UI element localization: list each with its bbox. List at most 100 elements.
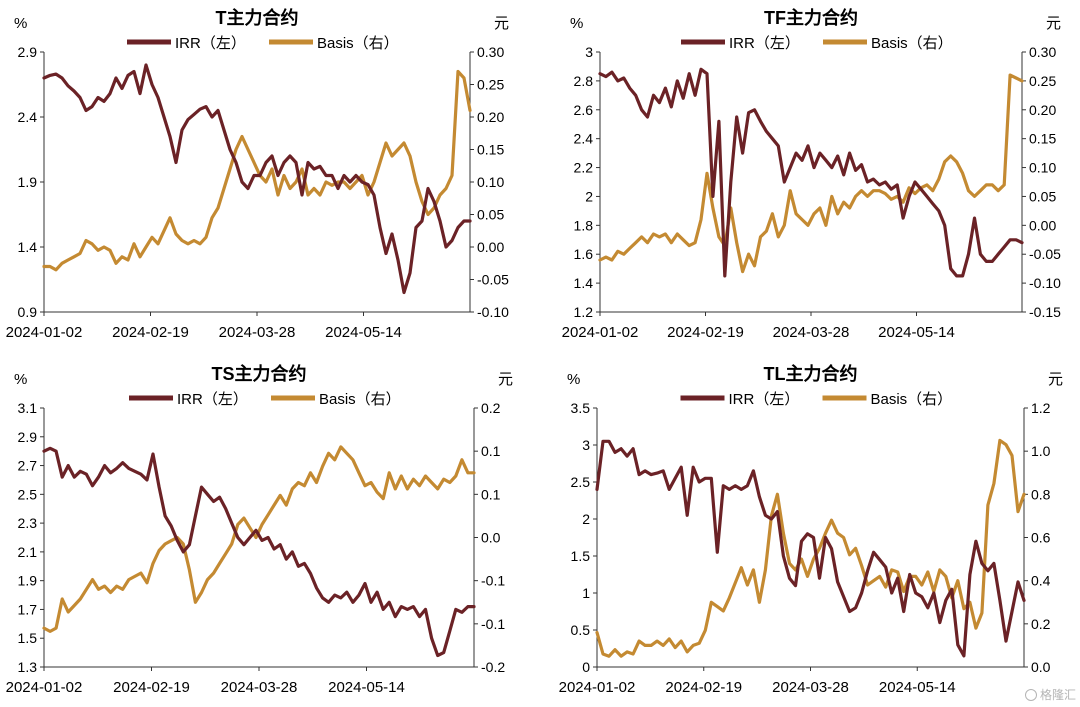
- chart0-right-tick-label: 0.00: [477, 239, 504, 255]
- chart2-right-tick-label: 0.2: [481, 400, 501, 416]
- chart2-x-tick-label: 2024-02-19: [113, 679, 190, 696]
- chart2-right-tick-label: -0.1: [481, 573, 505, 589]
- chart0-right-tick-label: 0.25: [477, 77, 504, 93]
- chart3-right-tick-label: 0.4: [1031, 573, 1051, 589]
- chart2-series-basis-line: [42, 445, 476, 634]
- chart1-right-tick-label: 0.25: [1029, 73, 1056, 89]
- chart2-right-tick-label: 0.1: [481, 486, 501, 502]
- chart2-series-irr-line: [42, 446, 476, 658]
- chart3-right-tick-label: 0.2: [1031, 616, 1051, 632]
- chart3-right-tick-label: 1.0: [1031, 443, 1051, 459]
- chart1-left-tick-label: 3: [585, 44, 593, 60]
- chart0-legend-label-basis: Basis（右）: [317, 35, 399, 52]
- watermark-logo-icon: [1024, 689, 1037, 701]
- chart3-left-tick-label: 2.5: [571, 474, 591, 490]
- chart3-left-tick-label: 1.5: [571, 548, 591, 564]
- chart3-left-tick-label: 3: [582, 437, 590, 453]
- chart0-series-basis-line: [42, 69, 472, 272]
- chart3-legend-label-irr: IRR（左）: [729, 391, 800, 408]
- chart3-left-tick-label: 0.5: [571, 622, 591, 638]
- chart0-title: T主力合约: [216, 7, 299, 28]
- chart3-right-tick-label: 0.8: [1031, 486, 1051, 502]
- chart3-x-tick-label: 2024-05-14: [879, 679, 956, 696]
- chart2-right-tick-label: 0.1: [481, 443, 501, 459]
- chart1-x-tick-label: 2024-02-19: [667, 324, 744, 341]
- chart1-right-tick-label: -0.15: [1029, 304, 1061, 320]
- chart1-left-tick-label: 1.8: [574, 217, 594, 233]
- chart2-left-tick-label: 3.1: [18, 400, 38, 416]
- chart1-right-tick-label: -0.05: [1029, 246, 1061, 262]
- chart0-x-tick-label: 2024-02-19: [112, 324, 189, 341]
- chart3-x-tick-label: 2024-02-19: [665, 679, 742, 696]
- chart3-left-tick-label: 3.5: [571, 400, 591, 416]
- chart0-series-irr-line: [42, 63, 472, 295]
- chart0-left-tick-label: 2.9: [18, 44, 38, 60]
- chart2-right-tick-label: -0.1: [481, 616, 505, 632]
- chart0-right-tick-label: 0.20: [477, 109, 504, 125]
- chart2-left-tick-label: 1.5: [18, 630, 38, 646]
- chart0-right-tick-label: 0.30: [477, 44, 504, 60]
- chart1-title: TF主力合约: [764, 7, 858, 28]
- chart0-right-unit: 元: [494, 15, 509, 32]
- chart2-x-tick-label: 2024-05-14: [328, 679, 405, 696]
- chart2-left-tick-label: 2.9: [18, 429, 38, 445]
- chart1-right-tick-label: -0.10: [1029, 275, 1061, 291]
- chart3-left-tick-label: 1: [582, 585, 590, 601]
- chart1-right-tick-label: 0.05: [1029, 188, 1056, 204]
- chart1-legend-label-basis: Basis（右）: [871, 35, 953, 52]
- chart3-right-tick-label: 0.0: [1031, 659, 1051, 675]
- chart1-left-tick-label: 2.4: [574, 131, 594, 147]
- chart2-left-tick-label: 2.1: [18, 544, 38, 560]
- chart2-left-tick-label: 2.5: [18, 486, 38, 502]
- chart1-left-unit: %: [570, 15, 583, 32]
- chart3-left-unit: %: [567, 371, 580, 388]
- chart1-right-tick-label: 0.30: [1029, 44, 1056, 60]
- chart2-left-tick-label: 2.3: [18, 515, 38, 531]
- chart0-legend-label-irr: IRR（左）: [175, 35, 246, 52]
- chart2-left-tick-label: 1.3: [18, 659, 38, 675]
- chart3-legend-label-basis: Basis（右）: [871, 391, 953, 408]
- chart1-left-tick-label: 2: [585, 188, 593, 204]
- chart0-right-tick-label: -0.05: [477, 272, 509, 288]
- chart0-right-tick-label: 0.05: [477, 207, 504, 223]
- chart0-right-tick-label: 0.15: [477, 142, 504, 158]
- chart1-x-tick-label: 2024-01-02: [562, 324, 639, 341]
- chart1-right-tick-label: 0.15: [1029, 131, 1056, 147]
- chart1-right-tick-label: 0.00: [1029, 217, 1056, 233]
- chart3-right-unit: 元: [1048, 371, 1063, 388]
- chart0-right-tick-label: 0.10: [477, 174, 504, 190]
- chart3-left-tick-label: 2: [582, 511, 590, 527]
- chart1-right-tick-label: 0.20: [1029, 102, 1056, 118]
- watermark-text: 格隆汇: [1039, 688, 1076, 702]
- chart2-right-tick-label: 0.0: [481, 530, 501, 546]
- chart0-left-tick-label: 1.9: [18, 174, 38, 190]
- chart0-x-tick-label: 2024-01-02: [6, 324, 83, 341]
- chart1-legend-label-irr: IRR（左）: [729, 35, 800, 52]
- chart2-left-tick-label: 2.7: [18, 458, 38, 474]
- watermark: 格隆汇: [1024, 686, 1076, 703]
- chart1-series-irr-line: [598, 67, 1024, 278]
- chart2-legend-label-basis: Basis（右）: [319, 391, 401, 408]
- chart1-left-tick-label: 1.4: [574, 275, 594, 291]
- chart0-left-tick-label: 0.9: [18, 304, 38, 320]
- chart2-right-unit: 元: [498, 371, 513, 388]
- chart0-right-tick-label: -0.10: [477, 304, 509, 320]
- chart1-left-tick-label: 1.6: [574, 246, 594, 262]
- chart1-left-tick-label: 2.6: [574, 102, 594, 118]
- chart2-title: TS主力合约: [211, 363, 306, 384]
- chart0-x-tick-label: 2024-05-14: [325, 324, 402, 341]
- chart3-series-irr-line: [595, 439, 1026, 658]
- chart0-left-unit: %: [14, 15, 27, 32]
- chart2-left-tick-label: 1.9: [18, 573, 38, 589]
- chart1-left-tick-label: 2.2: [574, 160, 594, 176]
- chart0-x-tick-label: 2024-03-28: [219, 324, 296, 341]
- chart2-x-tick-label: 2024-01-02: [6, 679, 83, 696]
- chart2-x-tick-label: 2024-03-28: [221, 679, 298, 696]
- chart2-right-tick-label: -0.2: [481, 659, 505, 675]
- chart1-right-unit: 元: [1046, 15, 1061, 32]
- chart3-x-tick-label: 2024-01-02: [559, 679, 636, 696]
- chart3-x-tick-label: 2024-03-28: [772, 679, 849, 696]
- chart2-left-unit: %: [14, 371, 27, 388]
- chart2-left-tick-label: 1.7: [18, 601, 38, 617]
